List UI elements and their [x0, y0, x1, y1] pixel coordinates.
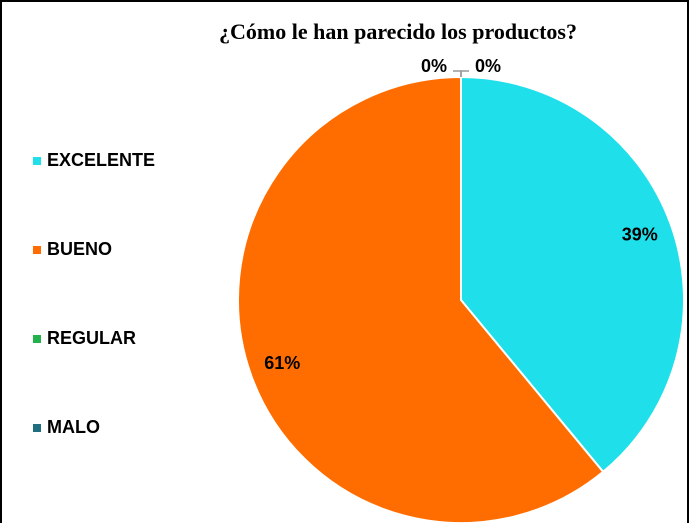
leader-line — [460, 70, 469, 77]
legend-label: EXCELENTE — [47, 150, 155, 170]
legend-label: MALO — [47, 417, 100, 437]
data-label: 39% — [622, 224, 658, 244]
data-label: 61% — [264, 353, 300, 373]
pie-slice — [237, 75, 605, 523]
legend-swatch — [33, 424, 41, 432]
legend-swatch — [33, 157, 41, 165]
pie-slice — [460, 75, 685, 474]
data-label: 0% — [421, 56, 447, 76]
legend-swatch — [33, 335, 41, 343]
legend-swatch — [33, 246, 41, 254]
data-label: 0% — [475, 56, 501, 76]
legend-label: REGULAR — [47, 328, 136, 348]
legend-label: BUENO — [47, 239, 112, 259]
chart-title: ¿Cómo le han parecido los productos? — [219, 19, 577, 44]
